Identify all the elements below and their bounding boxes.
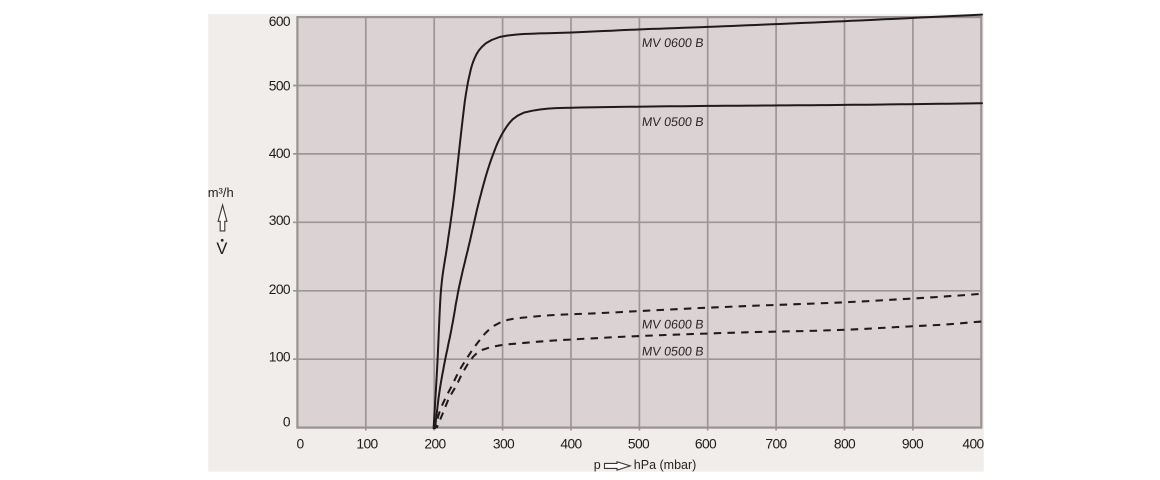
svg-text:400: 400	[560, 437, 582, 452]
svg-text:MV 0600 B: MV 0600 B	[641, 317, 704, 331]
svg-text:500: 500	[269, 79, 291, 94]
svg-text:100: 100	[356, 437, 378, 452]
svg-text:900: 900	[902, 437, 924, 452]
svg-text:m³/h: m³/h	[208, 185, 234, 200]
svg-text:100: 100	[269, 350, 291, 365]
svg-text:400: 400	[269, 146, 291, 161]
svg-text:200: 200	[424, 437, 446, 452]
svg-text:V: V	[216, 240, 227, 258]
svg-text:MV 0500 B: MV 0500 B	[641, 115, 704, 129]
svg-text:700: 700	[765, 437, 787, 452]
svg-text:600: 600	[269, 14, 291, 29]
svg-text:300: 300	[269, 213, 291, 228]
svg-text:500: 500	[628, 437, 650, 452]
svg-text:600: 600	[695, 437, 717, 452]
svg-text:400: 400	[962, 437, 984, 452]
svg-text:800: 800	[834, 437, 856, 452]
svg-text:0: 0	[283, 414, 291, 429]
svg-text:hPa (mbar): hPa (mbar)	[634, 458, 697, 472]
svg-text:300: 300	[493, 437, 515, 452]
svg-text:200: 200	[269, 282, 291, 297]
svg-text:MV 0600 B: MV 0600 B	[641, 36, 704, 50]
svg-text:p: p	[594, 458, 601, 472]
svg-text:MV 0500 B: MV 0500 B	[641, 344, 704, 358]
svg-text:0: 0	[296, 437, 304, 452]
